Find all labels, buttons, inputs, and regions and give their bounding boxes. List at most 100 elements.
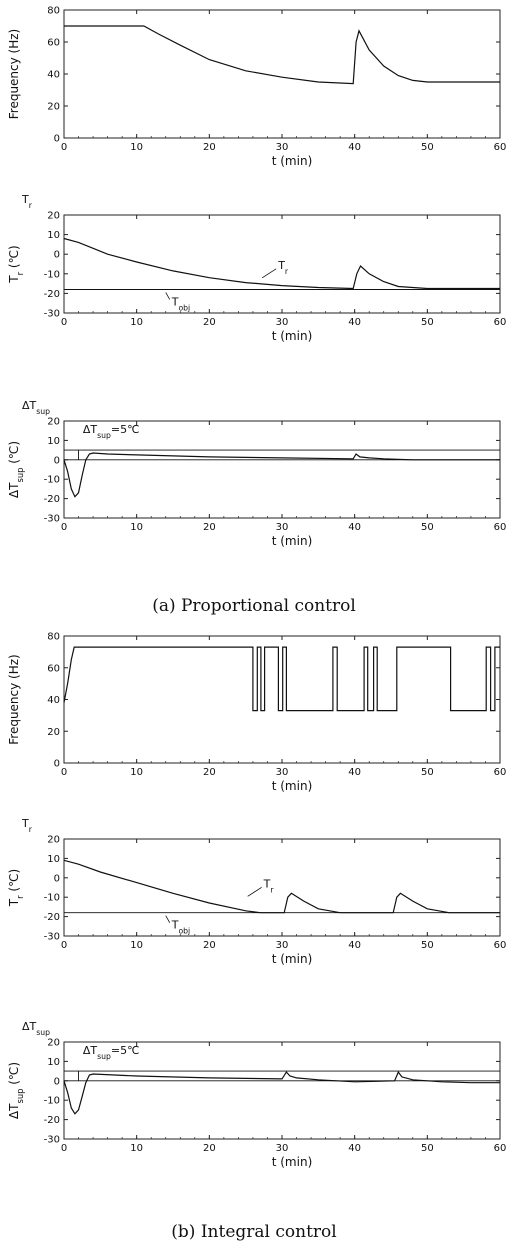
x-tick-label: 30 xyxy=(276,522,289,533)
y-tick-label: -30 xyxy=(44,932,60,943)
x-tick-label: 40 xyxy=(348,940,361,951)
chart-a-tr: 0 10 20 30 40 50 60 -30 -20 -10 0 10 20 t (min) Tr (℃)… xyxy=(7,193,506,343)
caption-proportional-control: (a) Proportional control xyxy=(152,596,356,616)
x-tick-label: 60 xyxy=(494,940,507,951)
annotation-tobj: Tobj xyxy=(171,919,190,936)
x-tick-label: 60 xyxy=(494,142,507,153)
annotation-pointer xyxy=(247,886,262,897)
y-axis-label: Tr (℃) xyxy=(7,245,25,283)
y-tick-label: 0 xyxy=(54,873,60,884)
x-tick-label: 50 xyxy=(421,1143,434,1154)
y-tick-label: 0 xyxy=(54,455,60,466)
x-tick-label: 10 xyxy=(130,940,143,951)
y-tick-label: -10 xyxy=(44,893,60,904)
x-tick-label: 60 xyxy=(494,522,507,533)
y-tick-label: 80 xyxy=(47,632,60,643)
plot-frame xyxy=(63,9,501,139)
y-tick-label: -30 xyxy=(44,309,60,320)
y-tick-label: -10 xyxy=(44,475,60,486)
annotation-pointer xyxy=(165,915,171,923)
x-axis-label: t (min) xyxy=(272,329,313,343)
y-tick-label: 20 xyxy=(47,835,60,846)
x-tick-label: 60 xyxy=(494,767,507,778)
x-tick-label: 20 xyxy=(203,1143,216,1154)
chart-b-dtsup: 0 10 20 30 40 50 60 -30 -20 -10 0 10 20 t (min) ΔTsup … xyxy=(7,1020,506,1169)
panel-title: ΔTsup xyxy=(22,399,50,416)
annotation-tr: Tr xyxy=(263,877,275,894)
y-tick-label: 40 xyxy=(47,70,60,81)
x-tick-label: 30 xyxy=(276,940,289,951)
x-tick-label: 40 xyxy=(348,317,361,328)
y-tick-label: 0 xyxy=(54,759,60,770)
y-tick-label: 0 xyxy=(54,250,60,261)
x-tick-label: 30 xyxy=(276,767,289,778)
plot-frame xyxy=(63,635,501,764)
x-tick-label: 20 xyxy=(203,317,216,328)
x-tick-label: 50 xyxy=(421,767,434,778)
x-tick-label: 10 xyxy=(130,1143,143,1154)
x-axis-label: t (min) xyxy=(272,1155,313,1169)
series-line-1 xyxy=(64,25,500,85)
y-tick-label: 40 xyxy=(47,695,60,706)
y-tick-label: 20 xyxy=(47,417,60,428)
y-tick-label: -30 xyxy=(44,514,60,525)
caption-integral-control: (b) Integral control xyxy=(171,1222,337,1242)
x-tick-label: 0 xyxy=(61,1143,67,1154)
plot-frame xyxy=(63,838,501,937)
x-tick-label: 10 xyxy=(130,522,143,533)
x-axis-label: t (min) xyxy=(272,779,313,793)
panel-title: Tr xyxy=(21,193,33,210)
panel-title: ΔTsup xyxy=(22,1020,50,1037)
y-axis-label: ΔTsup (℃) xyxy=(7,1062,25,1119)
x-tick-label: 0 xyxy=(61,317,67,328)
y-tick-label: 10 xyxy=(47,230,60,241)
chart-a-dtsup: 0 10 20 30 40 50 60 -30 -20 -10 0 10 20 t (min) ΔTsup … xyxy=(7,399,506,548)
x-axis-label: t (min) xyxy=(272,534,313,548)
y-tick-label: -30 xyxy=(44,1135,60,1146)
y-tick-label: 60 xyxy=(47,38,60,49)
x-tick-label: 60 xyxy=(494,1143,507,1154)
y-axis-label: Frequency (Hz) xyxy=(7,29,21,120)
y-axis-label: Frequency (Hz) xyxy=(7,654,21,745)
y-tick-label: 10 xyxy=(47,436,60,447)
x-tick-label: 40 xyxy=(348,1143,361,1154)
y-tick-label: 60 xyxy=(47,663,60,674)
y-tick-label: -20 xyxy=(44,289,60,300)
y-tick-label: -10 xyxy=(44,269,60,280)
x-tick-label: 50 xyxy=(421,317,434,328)
panel-title: Tr xyxy=(21,817,33,834)
y-tick-label: 20 xyxy=(47,211,60,222)
x-tick-label: 20 xyxy=(203,767,216,778)
y-tick-label: 80 xyxy=(47,6,60,17)
y-tick-label: -20 xyxy=(44,912,60,923)
y-tick-label: 0 xyxy=(54,134,60,145)
x-tick-label: 30 xyxy=(276,1143,289,1154)
y-tick-label: -10 xyxy=(44,1096,60,1107)
x-tick-label: 50 xyxy=(421,940,434,951)
chart-b-frequency: 0 10 20 30 40 50 60 0 20 40 60 80 t (min) Frequency (… xyxy=(7,632,506,794)
annotation-pointer xyxy=(165,292,171,300)
x-axis-label: t (min) xyxy=(272,154,313,168)
x-tick-label: 0 xyxy=(61,940,67,951)
x-tick-label: 10 xyxy=(130,767,143,778)
y-tick-label: -20 xyxy=(44,494,60,505)
series-line-1 xyxy=(63,452,500,498)
x-tick-label: 50 xyxy=(421,142,434,153)
y-tick-label: 10 xyxy=(47,854,60,865)
y-axis-label: ΔTsup (℃) xyxy=(7,441,25,498)
chart-a-frequency: 0 10 20 30 40 50 60 0 20 40 60 80 t (min) Frequency (… xyxy=(7,6,506,169)
series-line-1 xyxy=(63,646,500,712)
x-axis-label: t (min) xyxy=(272,952,313,966)
series-line-1 xyxy=(63,237,500,290)
x-tick-label: 10 xyxy=(130,142,143,153)
annotation-tr: Tr xyxy=(277,259,289,276)
x-tick-label: 0 xyxy=(61,522,67,533)
x-tick-label: 0 xyxy=(61,767,67,778)
x-tick-label: 20 xyxy=(203,522,216,533)
annotation-dtsup: ΔTsup=5℃ xyxy=(83,1044,140,1061)
annotation-dtsup: ΔTsup=5℃ xyxy=(83,423,140,440)
y-tick-label: -20 xyxy=(44,1115,60,1126)
series-line-1 xyxy=(63,859,500,914)
x-tick-label: 20 xyxy=(203,142,216,153)
